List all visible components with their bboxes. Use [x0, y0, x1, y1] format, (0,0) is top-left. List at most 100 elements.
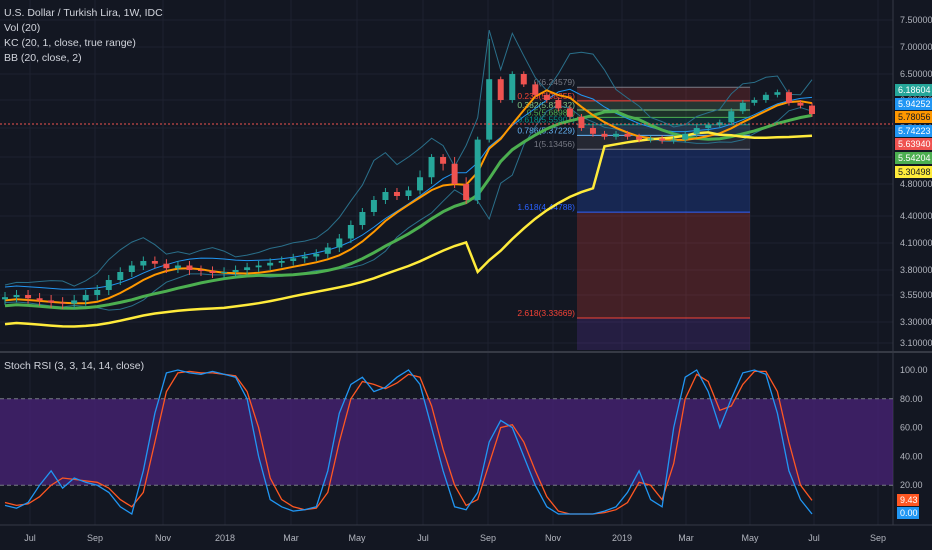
- price-label-text: 6.18604: [898, 85, 931, 95]
- fib-zone-extended: [577, 318, 750, 350]
- candle-body: [105, 280, 112, 290]
- fib-level-label: 0.618(5.55907): [517, 115, 575, 125]
- legend-symbol[interactable]: U.S. Dollar / Turkish Lira, 1W, IDC: [4, 7, 163, 19]
- candle-body: [94, 290, 101, 295]
- bollinger-upper-line: [4, 29, 813, 287]
- candle-body: [221, 272, 228, 273]
- price-label-text: 5.78056: [898, 112, 931, 122]
- candle-body: [244, 267, 251, 270]
- ma-green-line: [4, 109, 813, 310]
- time-tick-label: Sep: [480, 533, 496, 543]
- candle-body: [543, 94, 550, 100]
- candle-body: [232, 270, 239, 272]
- candle-body: [36, 298, 43, 301]
- candle-body: [186, 265, 193, 270]
- candle-body: [555, 100, 562, 109]
- candle-body: [174, 265, 181, 269]
- candle-body: [739, 102, 746, 112]
- candle-body: [48, 300, 55, 303]
- candle-body: [2, 297, 8, 300]
- candle-body: [509, 74, 516, 100]
- candle-body: [809, 105, 815, 114]
- candle-body: [728, 111, 735, 123]
- fib-level-label: 1.618(4.44788): [517, 202, 575, 212]
- price-label-2: 5.78056: [895, 111, 932, 123]
- candle-body: [440, 157, 447, 164]
- time-tick-label: Nov: [155, 533, 172, 543]
- candle-body: [647, 138, 654, 140]
- candle-body: [636, 136, 643, 140]
- candle-body: [278, 261, 285, 263]
- candle-body: [659, 138, 666, 141]
- candle-body: [624, 133, 631, 137]
- candle-body: [705, 125, 712, 128]
- candle-body: [601, 133, 608, 137]
- candle-body: [71, 300, 78, 304]
- price-label-text: 5.30498: [898, 167, 931, 177]
- price-label-box: [895, 125, 932, 137]
- legend-vol[interactable]: Vol (20): [4, 22, 41, 34]
- price-label-6: 5.30498: [895, 166, 932, 178]
- rsi-value-label-0: 9.43: [897, 494, 919, 506]
- price-label-4: 5.63940: [895, 138, 932, 150]
- price-label-text: 5.63940: [898, 139, 931, 149]
- legend-bb[interactable]: BB (20, close, 2): [4, 52, 82, 64]
- rsi-value-text: 0.00: [900, 508, 918, 518]
- price-tick-label: 3.80000: [900, 265, 932, 275]
- time-tick-label: May: [348, 533, 366, 543]
- candle-body: [451, 163, 458, 184]
- fib-zone-2: [577, 110, 750, 118]
- legend-kc[interactable]: KC (20, 1, close, true range): [4, 37, 136, 49]
- fib-level-label: 2.618(3.33669): [517, 308, 575, 318]
- price-label-box: [895, 111, 932, 123]
- time-tick-label: May: [741, 533, 759, 543]
- candle-body: [163, 263, 170, 269]
- ma-orange-line: [4, 89, 813, 305]
- candle-body: [359, 212, 366, 225]
- candle-body: [751, 100, 758, 103]
- time-tick-label: Jul: [24, 533, 36, 543]
- candle-body: [382, 192, 389, 200]
- price-tick-label: 6.50000: [900, 69, 932, 79]
- candle-body: [532, 84, 539, 95]
- price-label-text: 5.54204: [898, 153, 931, 163]
- candle-body: [693, 128, 700, 134]
- bollinger-lower-line: [4, 104, 813, 311]
- rsi-band: [0, 398, 893, 486]
- fib-level-label: 0.382(5.82132): [517, 100, 575, 110]
- price-tick-label: 4.80000: [900, 179, 932, 189]
- rsi-value-box: [897, 507, 919, 519]
- candle-body: [428, 157, 435, 178]
- price-tick-label: 3.55000: [900, 290, 932, 300]
- candle-body: [566, 108, 573, 117]
- rsi-tick-label: 20.00: [900, 480, 923, 490]
- candle-body: [463, 184, 470, 200]
- price-label-box: [895, 166, 932, 178]
- rsi-tick-label: 100.00: [900, 365, 928, 375]
- candle-body: [613, 133, 620, 137]
- time-tick-label: Sep: [87, 533, 103, 543]
- fib-zone-3: [577, 117, 750, 125]
- candles: [2, 38, 815, 310]
- price-label-text: 5.74223: [898, 126, 931, 136]
- rsi-legend[interactable]: Stoch RSI (3, 3, 14, 14, close): [4, 360, 144, 372]
- candle-body: [578, 116, 585, 128]
- price-label-box: [895, 152, 932, 164]
- candle-body: [267, 262, 274, 266]
- candle-body: [82, 295, 89, 301]
- rsi-tick-label: 60.00: [900, 423, 923, 433]
- price-tick-label: 7.00000: [900, 42, 932, 52]
- candle-body: [785, 92, 792, 103]
- price-label-text: 5.94252: [898, 99, 931, 109]
- candle-body: [324, 247, 331, 254]
- rsi-d-line: [4, 370, 813, 515]
- time-tick-label: 2018: [215, 533, 235, 543]
- time-tick-label: 2019: [612, 533, 632, 543]
- candle-body: [59, 302, 66, 304]
- price-tick-label: 3.30000: [900, 317, 932, 327]
- candle-body: [128, 265, 135, 272]
- candle-body: [301, 256, 308, 259]
- fib-zone-1: [577, 100, 750, 111]
- fib-level-label: 0.5(5.68980): [527, 107, 575, 117]
